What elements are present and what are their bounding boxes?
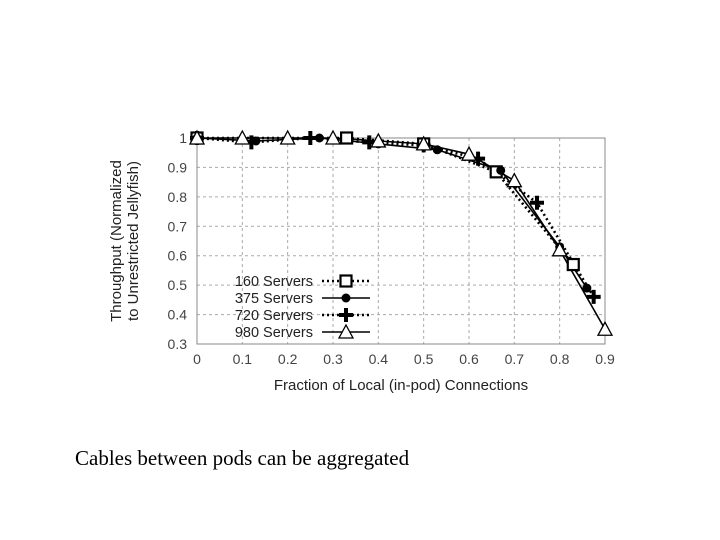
x-tick-label: 0 [193,351,201,367]
square-marker [340,131,354,145]
circle-marker [432,145,442,155]
y-tick-label: 0.3 [168,336,188,352]
series-line [197,137,606,330]
y-tick-labels: 0.3 0.4 0.5 0.6 0.7 0.8 0.9 1 [168,130,188,352]
y-tick-label: 0.6 [168,248,188,264]
slide-caption: Cables between pods can be aggregated [75,446,410,470]
series-line [196,136,595,298]
x-axis-label: Fraction of Local (in-pod) Connections [274,377,528,394]
y-tick-label: 0.7 [168,218,188,234]
x-tick-label: 0.6 [459,351,479,367]
plus-marker [303,131,318,145]
series-line [197,136,575,266]
square-marker [339,274,353,288]
plus-marker [530,195,544,210]
plus-marker [586,289,601,304]
series-layer [188,129,614,336]
triangle-marker [337,323,355,339]
y-tick-label: 0.9 [168,159,188,175]
y-axis-label-line1: Throughput (Normalized [108,160,125,322]
x-tick-label: 0.3 [323,351,343,367]
legend-label: 375 Servers [235,291,313,307]
triangle-marker [551,241,568,257]
plot-frame [196,137,606,345]
circle-marker [314,133,324,143]
x-tick-label: 0.5 [414,351,434,367]
triangle-marker [279,129,296,145]
square-marker [566,257,580,272]
circle-marker [582,283,592,293]
y-tick-label: 0.8 [168,189,188,205]
triangle-marker [370,132,387,148]
x-tick-label: 0.9 [595,351,615,367]
legend-label: 720 Servers [235,308,313,324]
circle-marker [496,165,506,175]
y-tick-label: 0.4 [168,307,188,323]
plus-marker [339,308,353,322]
x-tick-label: 0.4 [369,351,389,367]
triangle-marker [415,135,432,151]
legend-label: 160 Servers [235,274,313,290]
y-tick-label: 0.5 [168,277,188,293]
x-tick-label: 0.1 [233,351,253,367]
legend-label: 980 Servers [235,325,313,341]
x-tick-label: 0.7 [505,351,525,367]
triangle-marker [460,145,478,161]
x-tick-label: 0.2 [278,351,298,367]
triangle-marker [506,172,523,188]
triangle-marker [188,129,206,145]
triangle-marker [324,129,342,145]
triangle-marker [596,320,614,336]
x-tick-labels: 0 0.1 0.2 0.3 0.4 0.5 0.6 0.7 0.8 0.9 [193,351,615,367]
y-axis-label-line2: to Unrestricted Jellyfish) [125,161,142,321]
circle-marker [341,293,351,303]
x-tick-label: 0.8 [550,351,570,367]
triangle-marker [234,129,251,145]
y-tick-label: 1 [179,130,187,146]
series-line [196,137,588,289]
